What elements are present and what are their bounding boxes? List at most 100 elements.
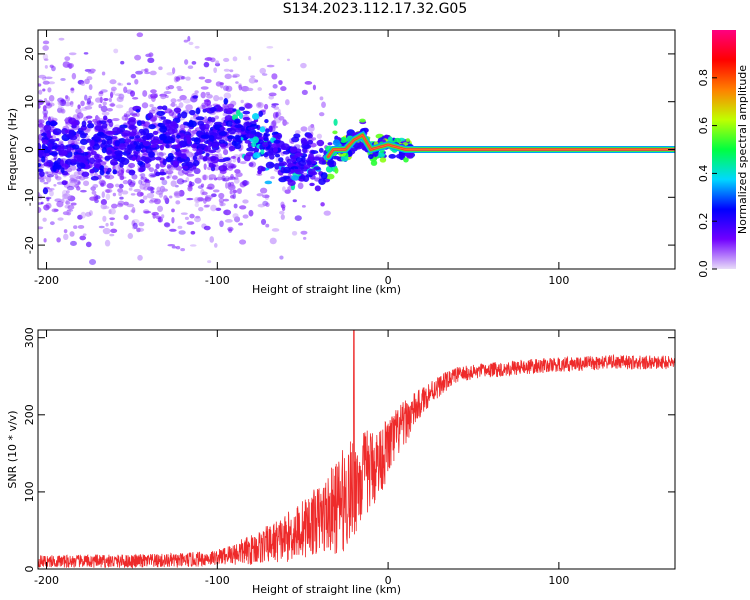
heatmap-cell <box>57 100 62 106</box>
x-tick-label: 0 <box>385 274 392 287</box>
heatmap-cell <box>179 94 187 101</box>
heatmap-cell <box>76 155 85 163</box>
heatmap-cell <box>184 59 189 65</box>
heatmap-cell <box>94 159 103 163</box>
heatmap-cell <box>59 159 64 167</box>
heatmap-cell <box>43 112 48 118</box>
heatmap-cell <box>232 56 238 62</box>
heatmap-cell <box>58 140 64 144</box>
heatmap-cell <box>225 85 233 92</box>
heatmap-cell <box>38 104 41 109</box>
heatmap-cell <box>190 230 196 235</box>
heatmap-cell <box>239 205 247 210</box>
heatmap-cell <box>147 57 155 64</box>
heatmap-cell <box>224 114 233 122</box>
heatmap-cell <box>140 156 147 162</box>
heatmap-cell <box>136 32 144 38</box>
heatmap-cell <box>107 118 113 124</box>
heatmap-cell <box>158 133 167 141</box>
heatmap-cell <box>293 133 301 139</box>
heatmap-cell <box>320 172 328 180</box>
heatmap-cell <box>118 173 124 178</box>
heatmap-cell <box>161 105 168 111</box>
heatmap-cell <box>71 72 77 80</box>
heatmap-cell <box>332 139 341 147</box>
heatmap-cell <box>134 54 142 61</box>
heatmap-cell <box>74 141 81 145</box>
heatmap-cell <box>274 153 281 158</box>
heatmap-cell <box>73 171 81 177</box>
heatmap-cell <box>114 93 122 97</box>
heatmap-cell <box>295 157 303 162</box>
heatmap-cell <box>171 112 177 119</box>
heatmap-cell <box>205 91 211 96</box>
heatmap-cell <box>228 145 236 152</box>
heatmap-cell <box>279 255 284 260</box>
heatmap-cell <box>232 189 237 194</box>
heatmap-cell <box>157 205 164 212</box>
heatmap-cell <box>101 71 106 76</box>
heatmap-cell <box>208 135 215 142</box>
heatmap-cell <box>327 158 335 165</box>
heatmap-cell <box>131 206 136 214</box>
heatmap-cell <box>224 219 233 223</box>
heatmap-cell <box>194 177 202 184</box>
heatmap-cell <box>213 94 220 102</box>
heatmap-cell <box>238 222 244 226</box>
heatmap-cell <box>128 187 133 191</box>
heatmap-cell <box>286 58 290 62</box>
heatmap-cell <box>282 150 290 155</box>
heatmap-cell <box>318 178 326 186</box>
heatmap-cell <box>41 136 50 141</box>
heatmap-cell <box>86 97 92 105</box>
heatmap-cell <box>219 200 224 207</box>
heatmap-cell <box>38 202 43 205</box>
x-tick-label: -200 <box>34 274 59 287</box>
heatmap-cell <box>377 152 385 157</box>
heatmap-cell <box>66 211 71 216</box>
heatmap-cell <box>232 158 237 163</box>
heatmap-cell <box>117 200 125 206</box>
heatmap-cell <box>248 55 252 61</box>
heatmap-cell <box>86 123 95 129</box>
heatmap-cell <box>123 113 128 118</box>
heatmap-cell <box>186 197 194 201</box>
heatmap-cell <box>186 173 195 177</box>
heatmap-cell <box>213 67 218 74</box>
heatmap-cell <box>156 110 166 116</box>
heatmap-cell <box>223 198 230 202</box>
heatmap-cell <box>156 186 161 193</box>
heatmap-cell <box>100 199 107 206</box>
heatmap-cell <box>80 107 88 112</box>
heatmap-cell <box>94 97 102 103</box>
heatmap-cell <box>42 80 50 85</box>
heatmap-cell <box>195 116 205 121</box>
y-tick-label: -20 <box>23 236 36 254</box>
heatmap-cell <box>61 198 65 204</box>
heatmap-cell <box>227 226 234 232</box>
heatmap-cell <box>197 196 204 202</box>
heatmap-cell <box>276 132 283 140</box>
y-tick-label: 0 <box>23 146 36 153</box>
heatmap-cell <box>133 188 142 193</box>
y-tick-label: -10 <box>23 188 36 206</box>
heatmap-cell <box>92 183 99 188</box>
heatmap-cell <box>89 168 95 174</box>
heatmap-cell <box>42 145 49 151</box>
heatmap-cell <box>207 183 215 190</box>
heatmap-cell <box>106 107 113 112</box>
heatmap-cell <box>66 209 72 216</box>
heatmap-cell <box>189 109 196 116</box>
heatmap-cell <box>252 136 259 144</box>
heatmap-cell <box>129 125 137 130</box>
heatmap-cell <box>150 190 155 194</box>
heatmap-cell <box>150 93 158 99</box>
y-tick-label: 0 <box>23 566 36 573</box>
heatmap-cell <box>167 84 175 90</box>
heatmap-cell <box>122 130 131 136</box>
heatmap-cell <box>57 104 63 110</box>
heatmap-cell <box>38 226 44 230</box>
heatmap-cell <box>127 232 134 240</box>
heatmap-cell <box>55 138 60 142</box>
heatmap-cell <box>177 169 185 176</box>
